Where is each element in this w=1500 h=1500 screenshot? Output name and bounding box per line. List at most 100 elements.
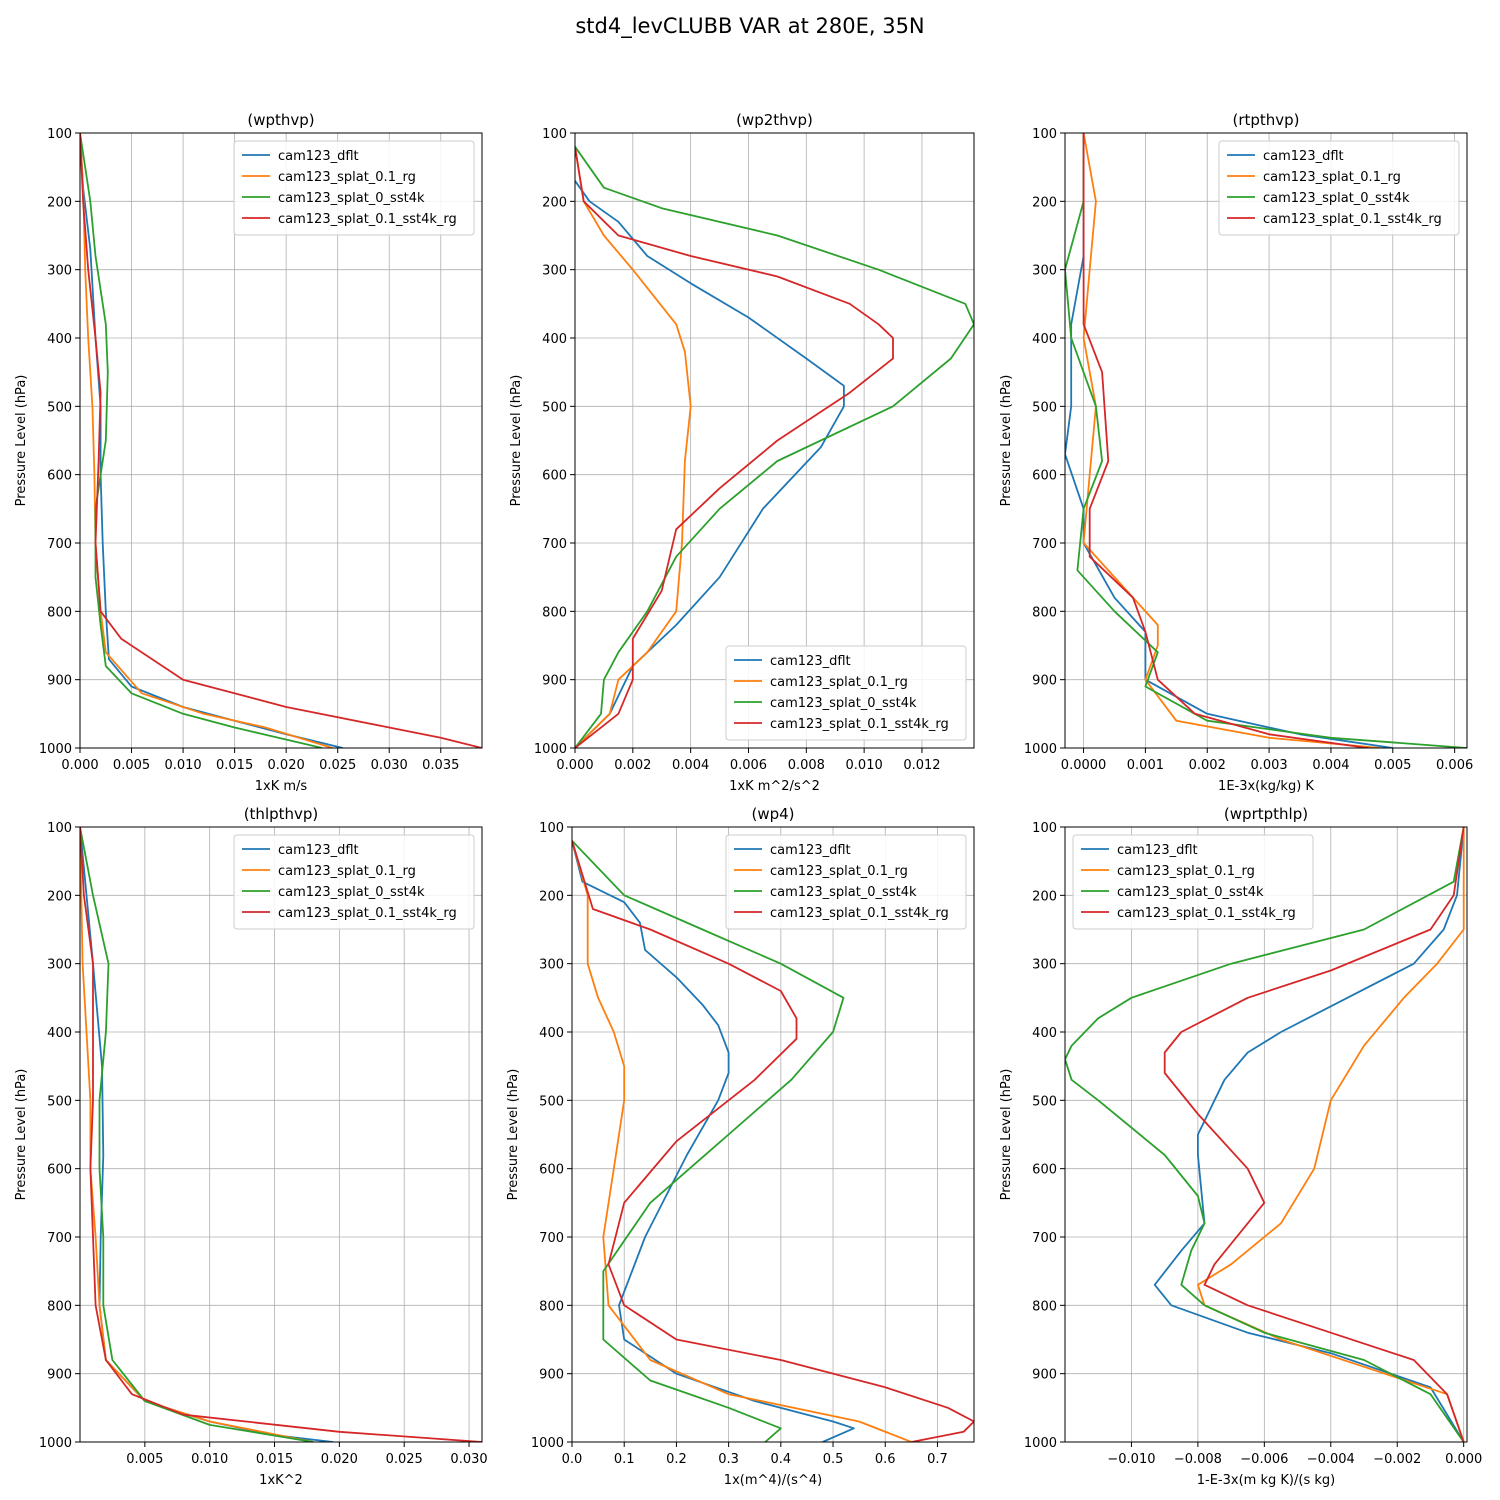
y-tick-label: 800 — [1032, 605, 1057, 620]
legend-entry-cam123_splat_0.1_sst4k_rg: cam123_splat_0.1_sst4k_rg — [278, 906, 457, 921]
y-tick-label: 100 — [47, 127, 72, 142]
x-tick-label: 0.015 — [256, 1452, 293, 1467]
x-axis-label: 1xK^2 — [259, 1473, 303, 1488]
y-tick-label: 300 — [47, 958, 72, 973]
legend-entry-cam123_dflt: cam123_dflt — [770, 843, 851, 858]
legend-entry-cam123_splat_0.1_sst4k_rg: cam123_splat_0.1_sst4k_rg — [278, 212, 457, 227]
y-tick-label: 900 — [542, 674, 567, 689]
y-tick-label: 900 — [1032, 674, 1057, 689]
x-tick-label: 0.0000 — [1061, 758, 1107, 773]
legend-entry-cam123_splat_0.1_sst4k_rg: cam123_splat_0.1_sst4k_rg — [1263, 212, 1442, 227]
y-tick-label: 400 — [47, 332, 72, 347]
legend-entry-cam123_splat_0_sst4k: cam123_splat_0_sst4k — [278, 885, 425, 900]
y-tick-label: 300 — [1032, 958, 1057, 973]
x-tick-label: 0.035 — [422, 758, 459, 773]
panel-title: (wp2thvp) — [736, 111, 813, 129]
y-axis-label: Pressure Level (hPa) — [14, 1069, 29, 1201]
y-tick-label: 700 — [539, 1231, 564, 1246]
series-line-cam123_splat_0_sst4k — [575, 146, 974, 748]
axes-frame — [571, 826, 975, 1443]
x-tick-label: 0.010 — [191, 1452, 228, 1467]
y-tick-label: 800 — [1032, 1299, 1057, 1314]
x-tick-label: −0.010 — [1107, 1452, 1155, 1467]
axes-frame — [1064, 132, 1468, 749]
legend: cam123_dflt cam123_splat_0.1_rg cam123_spl… — [1218, 140, 1460, 236]
y-tick-label: 500 — [1032, 400, 1057, 415]
y-tick-label: 200 — [47, 889, 72, 904]
x-tick-label: 0.006 — [730, 758, 767, 773]
series-line-cam123_splat_0_sst4k — [1065, 827, 1465, 1442]
y-tick-label: 800 — [47, 1299, 72, 1314]
legend-entry-cam123_splat_0_sst4k: cam123_splat_0_sst4k — [770, 696, 917, 711]
y-tick-label: 1000 — [534, 742, 567, 757]
legend-entry-cam123_splat_0_sst4k: cam123_splat_0_sst4k — [1263, 191, 1410, 206]
series-line-cam123_splat_0.1_rg — [1197, 827, 1465, 1442]
axes-frame — [574, 132, 975, 749]
x-axis-label: 1x(m^4)/(s^4) — [724, 1473, 822, 1488]
panel-title: (wpthvp) — [247, 111, 314, 129]
y-tick-label: 500 — [47, 1094, 72, 1109]
legend-entry-cam123_splat_0.1_sst4k_rg: cam123_splat_0.1_sst4k_rg — [770, 906, 949, 921]
y-axis-label: Pressure Level (hPa) — [509, 375, 524, 507]
y-tick-label: 900 — [539, 1368, 564, 1383]
legend: cam123_dflt cam123_splat_0.1_rg cam123_spl… — [233, 140, 475, 236]
series-line-cam123_splat_0.1_sst4k_rg — [1163, 827, 1465, 1442]
y-tick-label: 800 — [539, 1299, 564, 1314]
y-axis-label: Pressure Level (hPa) — [506, 1069, 521, 1201]
legend-entry-cam123_splat_0.1_rg: cam123_splat_0.1_rg — [278, 864, 416, 879]
series-line-cam123_splat_0.1_rg — [1082, 133, 1381, 748]
y-tick-label: 500 — [47, 400, 72, 415]
x-tick-label: 0.020 — [268, 758, 305, 773]
panel-title: (wp4) — [751, 805, 794, 823]
y-tick-label: 400 — [542, 332, 567, 347]
series-line-cam123_splat_0.1_sst4k_rg — [575, 146, 894, 748]
legend-box — [233, 140, 475, 236]
y-tick-label: 500 — [1032, 1094, 1057, 1109]
y-tick-label: 200 — [539, 889, 564, 904]
y-tick-label: 300 — [539, 958, 564, 973]
y-tick-label: 200 — [1032, 889, 1057, 904]
axes-frame — [79, 826, 483, 1443]
panel-3: 0.0000 0.001 0.002 0.003 0.004 0.005 0.006 100 2… — [999, 111, 1473, 794]
x-tick-label: 0.004 — [1312, 758, 1349, 773]
y-tick-label: 1000 — [1024, 1436, 1057, 1451]
y-tick-label: 400 — [47, 1026, 72, 1041]
series-line-cam123_splat_0_sst4k — [80, 827, 314, 1442]
legend-entry-cam123_splat_0_sst4k: cam123_splat_0_sst4k — [278, 191, 425, 206]
legend-entry-cam123_splat_0.1_rg: cam123_splat_0.1_rg — [1117, 864, 1255, 879]
y-tick-label: 100 — [1032, 127, 1057, 142]
x-tick-label: 0.2 — [666, 1452, 687, 1467]
y-tick-label: 600 — [47, 1163, 72, 1178]
y-tick-label: 900 — [47, 674, 72, 689]
panel-title: (wprtpthlp) — [1224, 805, 1308, 823]
x-tick-label: 0.030 — [450, 1452, 487, 1467]
y-tick-label: 900 — [47, 1368, 72, 1383]
x-tick-label: 0.010 — [846, 758, 883, 773]
x-tick-label: 0.0 — [562, 1452, 583, 1467]
y-tick-label: 600 — [542, 469, 567, 484]
x-tick-label: 0.5 — [823, 1452, 844, 1467]
series-line-cam123_splat_0_sst4k — [572, 840, 845, 1442]
y-tick-label: 500 — [542, 400, 567, 415]
legend-entry-cam123_splat_0.1_rg: cam123_splat_0.1_rg — [770, 675, 908, 690]
y-tick-label: 400 — [539, 1026, 564, 1041]
x-tick-label: 0.005 — [1374, 758, 1411, 773]
y-tick-label: 300 — [47, 264, 72, 279]
panel-2: 0.000 0.002 0.004 0.006 0.008 0.010 0.012 100 20… — [509, 111, 975, 794]
x-tick-label: 0.005 — [113, 758, 150, 773]
y-tick-label: 300 — [542, 264, 567, 279]
series-line-cam123_splat_0.1_sst4k_rg — [80, 827, 482, 1442]
y-tick-label: 1000 — [1024, 742, 1057, 757]
y-tick-label: 700 — [47, 1231, 72, 1246]
y-tick-label: 700 — [47, 537, 72, 552]
x-tick-label: 0.005 — [126, 1452, 163, 1467]
legend-entry-cam123_splat_0.1_sst4k_rg: cam123_splat_0.1_sst4k_rg — [770, 717, 949, 732]
x-axis-label: 1xK m/s — [255, 779, 308, 794]
y-tick-label: 200 — [542, 195, 567, 210]
y-tick-label: 600 — [1032, 469, 1057, 484]
legend-entry-cam123_splat_0.1_rg: cam123_splat_0.1_rg — [278, 170, 416, 185]
x-tick-label: 0.4 — [770, 1452, 791, 1467]
legend-entry-cam123_dflt: cam123_dflt — [278, 149, 359, 164]
